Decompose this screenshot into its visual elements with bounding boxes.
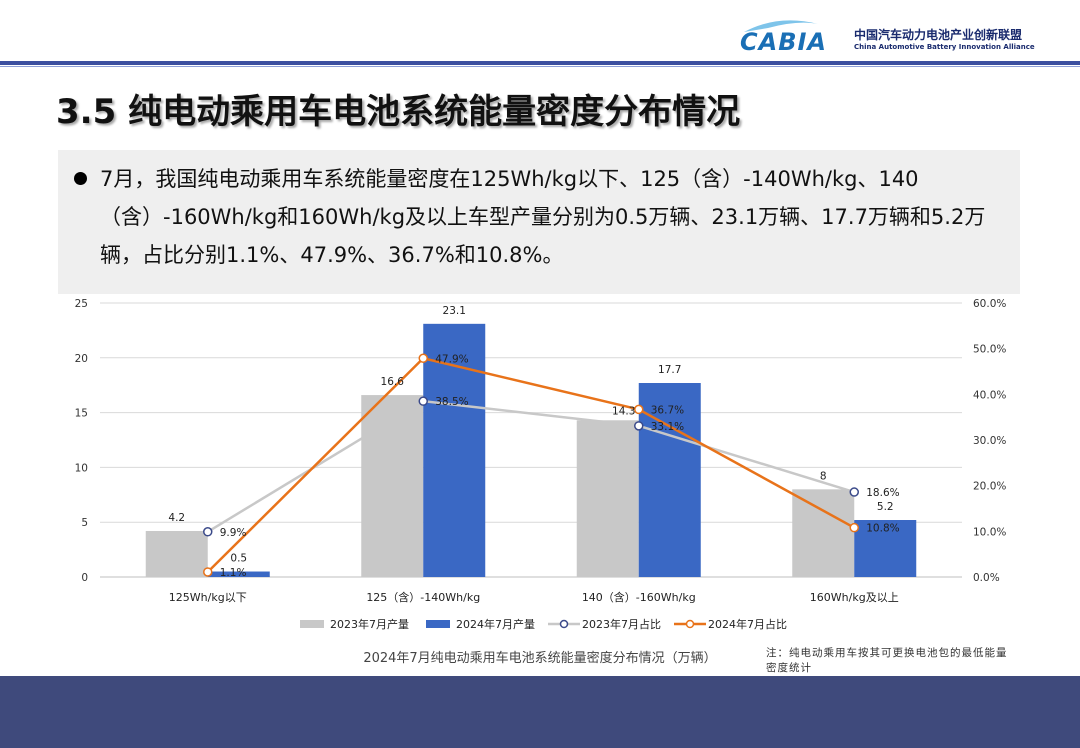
y-left-tick-label: 0 xyxy=(81,572,88,584)
y-right-tick-label: 10.0% xyxy=(973,526,1006,538)
bar xyxy=(361,395,424,577)
chart-title: 2024年7月纯电动乘用车电池系统能量密度分布情况（万辆） xyxy=(363,650,716,666)
y-right-tick-label: 50.0% xyxy=(973,344,1006,356)
line-point xyxy=(203,567,213,577)
bar-value-label: 23.1 xyxy=(443,305,466,317)
logo-swoosh xyxy=(744,20,818,32)
legend-label: 2024年7月产量 xyxy=(456,617,535,631)
bar-value-label: 14.3 xyxy=(612,405,635,417)
bar-value-label: 8 xyxy=(820,470,827,482)
line-value-label: 33.1% xyxy=(651,421,684,433)
bar-value-label: 0.5 xyxy=(230,553,247,565)
bar xyxy=(854,520,917,577)
line-value-label: 38.5% xyxy=(435,396,468,408)
series-line xyxy=(207,399,855,533)
summary-paragraph: 7月，我国纯电动乘用车系统能量密度在125Wh/kg以下、125（含）-140W… xyxy=(100,167,986,267)
legend-label: 2023年7月产量 xyxy=(330,617,409,631)
chart-axes: 0 5 10 15 20 25 0.0% 10.0% 20.0% 30.0% 40.0% 50.0% 6… xyxy=(75,298,1007,604)
footnote: 注：纯电动乘用车按其可更换电池包的最低能量密度统计 xyxy=(766,647,1008,674)
bar xyxy=(792,489,855,577)
logo-mark: CABIA xyxy=(740,20,827,54)
legend-swatch xyxy=(300,620,324,628)
legend-label: 2024年7月占比 xyxy=(708,617,787,631)
y-left-tick-label: 25 xyxy=(75,298,88,310)
y-right-tick-label: 40.0% xyxy=(973,389,1006,401)
legend-label: 2023年7月占比 xyxy=(582,617,661,631)
legend-marker xyxy=(685,619,695,629)
page-title: 3.5 纯电动乘用车电池系统能量密度分布情况 xyxy=(56,92,741,132)
bar xyxy=(207,571,270,577)
cabia-logo: CABIA 中国汽车动力电池产业创新联盟 China Automotive Ba… xyxy=(738,18,1038,58)
line-point xyxy=(849,487,859,497)
line-value-label: 10.8% xyxy=(866,523,899,535)
legend-marker xyxy=(559,619,569,629)
series-line xyxy=(206,356,855,573)
header: CABIA 中国汽车动力电池产业创新联盟 China Automotive Ba… xyxy=(0,0,1080,67)
line-point xyxy=(634,404,644,415)
bar xyxy=(145,530,208,577)
header-rule-thin xyxy=(0,66,1080,67)
y-right-tick-label: 20.0% xyxy=(973,481,1006,493)
line-value-label: 9.9% xyxy=(220,527,247,539)
bar-value-label: 17.7 xyxy=(658,364,681,376)
org-name-en: China Automotive Battery Innovation Alli… xyxy=(854,43,1035,51)
y-left-tick-label: 5 xyxy=(81,517,88,529)
line-point xyxy=(203,527,213,537)
y-right-tick-label: 30.0% xyxy=(973,435,1006,447)
bullet-dot xyxy=(74,172,87,185)
y-right-tick-label: 60.0% xyxy=(973,298,1006,310)
header-rule xyxy=(0,61,1080,65)
x-tick-label: 140（含）-160Wh/kg xyxy=(582,590,696,604)
bar-value-label: 4.2 xyxy=(168,512,185,524)
line-point xyxy=(418,396,428,406)
org-name-cn: 中国汽车动力电池产业创新联盟 xyxy=(854,28,1023,42)
footer-band xyxy=(0,676,1080,748)
bar xyxy=(576,420,639,577)
chart-bars xyxy=(145,323,917,577)
x-tick-label: 160Wh/kg及以上 xyxy=(810,591,899,604)
x-tick-label: 125（含）-140Wh/kg xyxy=(366,590,480,604)
line-value-label: 47.9% xyxy=(435,353,468,365)
chart-lines xyxy=(203,353,859,577)
legend-swatch xyxy=(426,620,450,628)
chart-labels: 4.2 16.6 14.3 8 0.5 23.1 17.7 5.2 9.9% 38.5% 33.1%… xyxy=(168,305,899,579)
line-value-label: 1.1% xyxy=(220,567,247,579)
line-value-label: 18.6% xyxy=(866,487,899,499)
bar-value-label: 5.2 xyxy=(877,501,894,513)
line-value-label: 36.7% xyxy=(651,404,684,416)
line-point xyxy=(418,353,428,364)
y-left-tick-label: 10 xyxy=(75,462,88,474)
x-tick-label: 125Wh/kg以下 xyxy=(169,591,247,604)
logo-wordmark: CABIA xyxy=(740,28,827,54)
y-right-tick-label: 0.0% xyxy=(973,572,1000,584)
chart-legend: 2023年7月产量 2024年7月产量 2023年7月占比 2024年7月占比 xyxy=(300,617,787,631)
line-point xyxy=(634,421,644,431)
bar-value-label: 16.6 xyxy=(381,376,405,388)
energy-density-chart: 4.2 16.6 14.3 8 0.5 23.1 17.7 5.2 9.9% 38.5% 33.1%… xyxy=(75,298,1007,666)
line-point xyxy=(849,522,859,533)
y-left-tick-label: 15 xyxy=(75,408,88,420)
y-left-tick-label: 20 xyxy=(75,353,88,365)
summary-box: 7月，我国纯电动乘用车系统能量密度在125Wh/kg以下、125（含）-140W… xyxy=(58,150,1020,294)
